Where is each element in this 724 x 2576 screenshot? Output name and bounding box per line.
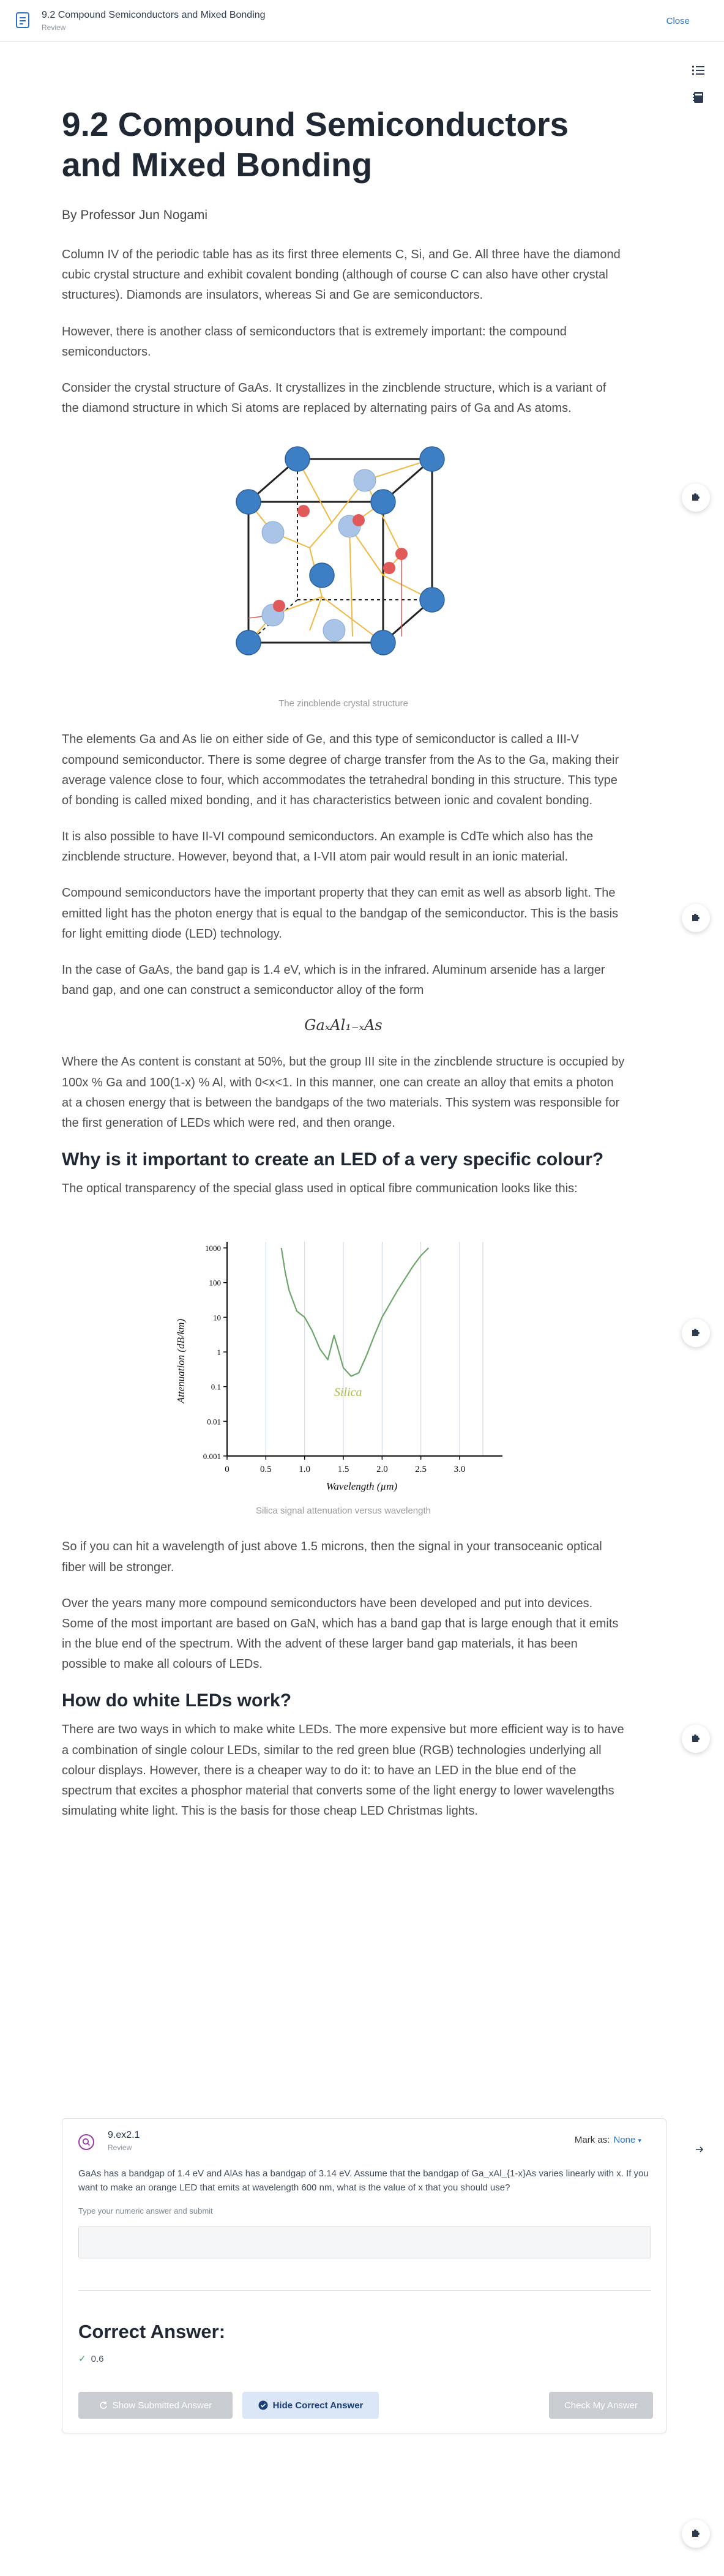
silica-annotation: Silica (334, 1386, 362, 1399)
alloy-formula: GaₓAl₁₋ₓAs (304, 1017, 383, 1034)
table-of-contents-icon[interactable] (690, 64, 706, 77)
header-title: 9.2 Compound Semiconductors and Mixed Bo… (42, 10, 266, 20)
show-submitted-answer-button[interactable]: Show Submitted Answer (78, 2392, 233, 2419)
x-tick-label: 2.5 (415, 1465, 427, 1474)
floating-tool-button[interactable] (682, 2520, 710, 2548)
chevron-down-icon: ▾ (638, 2137, 641, 2145)
y-tick-label: 0.1 (211, 1383, 221, 1392)
paragraph: Consider the crystal structure of GaAs. … (62, 381, 606, 416)
attenuation-series-line (280, 1247, 430, 1378)
paragraph: Over the years many more compound semico… (62, 1596, 619, 1671)
puzzle-icon (690, 911, 701, 925)
x-tick-label: 0.5 (260, 1465, 272, 1474)
floating-tool-button[interactable] (682, 1319, 710, 1347)
attenuation-chart: 0 0.5 1.0 1.5 2.0 2.5 3.0 0.001 0.01 0.1 1 10 100 100… (175, 1242, 502, 1492)
top-bar: 9.2 Compound Semiconductors and Mixed Bo… (0, 0, 724, 42)
y-axis-label: Attenuation (dB/km) (175, 1319, 187, 1405)
page-title: 9.2 Compound Semiconductors and Mixed Bo… (62, 105, 569, 184)
correct-answer-value-row: ✓ 0.6 (78, 2353, 103, 2364)
side-toolbar (690, 64, 709, 118)
mark-as-value[interactable]: None (613, 2135, 636, 2145)
paragraph: However, there is another class of semic… (62, 324, 567, 359)
numeric-answer-input[interactable] (78, 2227, 651, 2258)
paragraph: In the case of GaAs, the band gap is 1.4… (62, 963, 605, 998)
paragraph: The optical transparency of the special … (62, 1182, 578, 1196)
x-tick-label: 2.0 (376, 1465, 388, 1474)
check-my-answer-button[interactable]: Check My Answer (549, 2392, 653, 2419)
floating-tool-button[interactable] (682, 904, 710, 932)
attenuation-figure: 0 0.5 1.0 1.5 2.0 2.5 3.0 0.001 0.01 0.1 1 10 100 100… (62, 1236, 625, 1516)
article: 9.2 Compound Semiconductors and Mixed Bo… (62, 104, 625, 1837)
mark-as-dropdown[interactable]: Mark as: None ▾ (575, 2135, 641, 2145)
y-tick-label: 10 (213, 1313, 221, 1323)
paragraph: Column IV of the periodic table has as i… (62, 248, 621, 302)
section-heading: How do white LEDs work? (62, 1690, 292, 1711)
divider (78, 2290, 651, 2291)
y-tick-label: 1000 (205, 1244, 221, 1253)
paragraph: Compound semiconductors have the importa… (62, 886, 619, 941)
notebook-icon[interactable] (690, 91, 706, 104)
section-heading: Why is it important to create an LED of … (62, 1149, 604, 1170)
correct-answer-value: 0.6 (91, 2354, 104, 2364)
document-icon (16, 12, 29, 28)
question-id: 9.ex2.1 (108, 2130, 140, 2140)
floating-tool-button[interactable] (682, 483, 710, 512)
show-submitted-label: Show Submitted Answer (112, 2400, 212, 2411)
puzzle-icon (690, 2527, 701, 2541)
y-tick-label: 1 (217, 1348, 222, 1357)
answer-hint: Type your numeric answer and submit (78, 2206, 213, 2216)
y-tick-label: 0.01 (207, 1417, 221, 1427)
paragraph: It is also possible to have II-VI compou… (62, 830, 594, 864)
y-tick-label: 0.001 (203, 1452, 221, 1461)
arrow-right-icon (695, 2145, 704, 2156)
x-tick-label: 3.0 (454, 1465, 466, 1474)
x-axis-label: Wavelength (µm) (326, 1480, 398, 1492)
paragraph: There are two ways in which to make whit… (62, 1723, 624, 1818)
figure-caption: Silica signal attenuation versus wavelen… (255, 1506, 431, 1517)
checkmark-icon: ✓ (78, 2354, 86, 2364)
byline: By Professor Jun Nogami (62, 208, 208, 222)
header-subtitle: Review (42, 23, 66, 32)
puzzle-icon (690, 491, 701, 505)
zincblende-crystal-image (236, 446, 445, 656)
question-icon (78, 2134, 94, 2150)
paragraph: Where the As content is constant at 50%,… (62, 1055, 625, 1130)
y-tick-label: 100 (209, 1279, 222, 1288)
x-tick-label: 1.0 (299, 1465, 310, 1474)
question-card: 9.ex2.1 Review Mark as: None ▾ GaAs has a… (62, 2118, 666, 2433)
x-tick-label: 1.5 (338, 1465, 349, 1474)
figure-caption: The zincblende crystal structure (278, 698, 408, 709)
hide-correct-answer-button[interactable]: Hide Correct Answer (242, 2392, 379, 2419)
collapse-arrow-button[interactable] (690, 2136, 709, 2164)
zincblende-figure: The zincblende crystal structure (62, 435, 625, 709)
hide-correct-label: Hide Correct Answer (272, 2400, 364, 2411)
question-text: GaAs has a bandgap of 1.4 eV and AlAs ha… (78, 2168, 649, 2193)
paragraph: The elements Ga and As lie on either sid… (62, 733, 619, 807)
paragraph: So if you can hit a wavelength of just a… (62, 1540, 602, 1574)
refresh-icon (99, 2401, 108, 2410)
floating-tool-button[interactable] (682, 1725, 710, 1753)
mark-as-label: Mark as: (574, 2135, 610, 2145)
close-link[interactable]: Close (666, 16, 690, 26)
puzzle-icon (690, 1732, 701, 1746)
correct-answer-title: Correct Answer: (78, 2321, 226, 2342)
question-status: Review (108, 2143, 132, 2152)
check-circle-icon (258, 2400, 268, 2410)
x-tick-label: 0 (225, 1465, 230, 1474)
puzzle-icon (690, 1326, 701, 1340)
